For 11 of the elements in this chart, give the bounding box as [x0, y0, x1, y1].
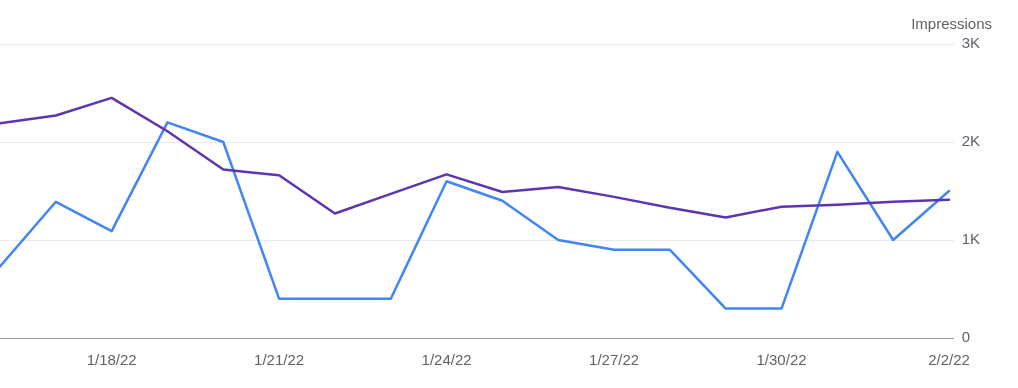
y-tick-label: 1K [961, 230, 981, 248]
x-tick-label: 1/24/22 [421, 351, 472, 369]
x-tick-label: 2/2/22 [928, 351, 970, 369]
x-tick-label: 1/30/22 [756, 351, 807, 369]
x-tick-label: 1/21/22 [254, 351, 305, 369]
y-tick-label: 3K [961, 34, 981, 52]
x-tick-label: 1/18/22 [86, 351, 137, 369]
y-tick-label: 0 [961, 328, 970, 346]
y-axis-title: Impressions [911, 15, 992, 33]
y-tick-label: 2K [961, 132, 981, 150]
x-tick-label: 1/27/22 [589, 351, 640, 369]
